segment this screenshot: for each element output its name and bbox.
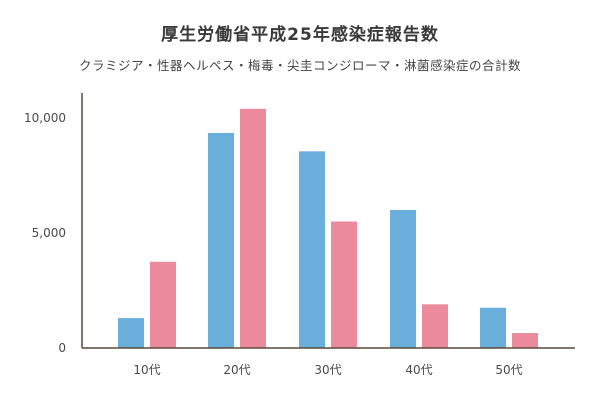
chart-subtitle: クラミジア・性器ヘルペス・梅毒・尖圭コンジローマ・淋菌感染症の合計数 <box>78 58 521 73</box>
x-tick-label: 40代 <box>405 363 432 377</box>
bar-40代-series-2 <box>422 304 448 348</box>
y-tick-label: 0 <box>58 341 66 355</box>
bar-50代-series-2 <box>512 333 538 348</box>
bar-10代-series-1 <box>118 318 144 348</box>
y-tick-label: 5,000 <box>32 226 66 240</box>
chart-title: 厚生労働省平成25年感染症報告数 <box>161 25 439 45</box>
bars-group <box>118 108 538 348</box>
bar-30代-series-2 <box>331 221 357 348</box>
y-axis-ticks: 0 5,000 10,000 <box>24 111 66 355</box>
bar-40代-series-1 <box>390 210 416 348</box>
x-tick-label: 30代 <box>314 363 341 377</box>
bar-20代-series-2 <box>240 108 266 348</box>
y-tick-label: 10,000 <box>24 111 66 125</box>
bar-50代-series-1 <box>480 307 506 348</box>
bar-10代-series-2 <box>150 261 176 348</box>
bar-30代-series-1 <box>299 151 325 348</box>
x-tick-label: 10代 <box>133 363 160 377</box>
x-tick-label: 50代 <box>495 363 522 377</box>
x-tick-label: 20代 <box>223 363 250 377</box>
axes <box>81 93 575 349</box>
bar-20代-series-1 <box>208 132 234 348</box>
x-axis-ticks: 10代 20代 30代 40代 50代 <box>133 363 522 377</box>
